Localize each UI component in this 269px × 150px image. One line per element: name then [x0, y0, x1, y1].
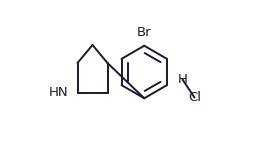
- Text: H: H: [178, 73, 187, 86]
- Text: Cl: Cl: [188, 91, 201, 104]
- Text: Br: Br: [137, 26, 151, 39]
- Text: HN: HN: [49, 87, 69, 99]
